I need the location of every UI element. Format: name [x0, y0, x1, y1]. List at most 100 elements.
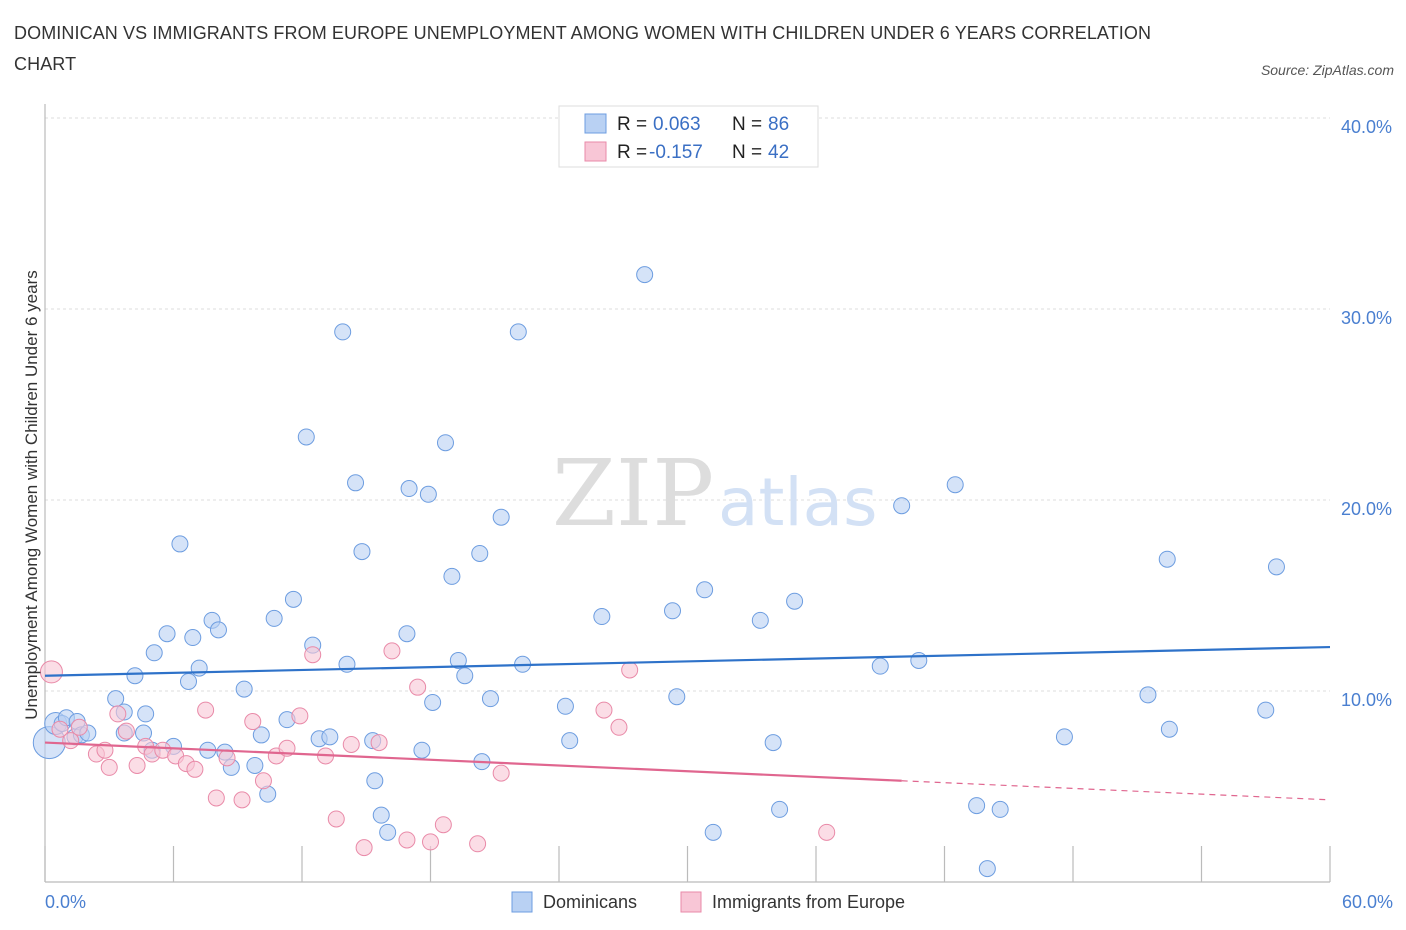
chart-title: DOMINICAN VS IMMIGRANTS FROM EUROPE UNEM… [14, 23, 1152, 74]
dominicans-point [321, 728, 339, 746]
legend-swatch-pink [584, 141, 607, 162]
dominicans-point [751, 611, 769, 629]
dominicans-point [449, 651, 467, 669]
x-tick-labels: 0.0% 60.0% [45, 892, 1393, 912]
dominicans-point [636, 266, 654, 284]
dominicans-point [235, 680, 253, 698]
bottom-legend-swatch-dominicans [511, 891, 533, 913]
dominicans-point [1267, 558, 1285, 576]
dominicans-point [158, 625, 176, 643]
dominicans-point [284, 590, 302, 608]
legend-r-label-2: R = [617, 142, 647, 163]
y-axis-label: Unemployment Among Women with Children U… [22, 270, 41, 719]
immigrants-point [233, 791, 251, 809]
dominicans-point [471, 544, 489, 562]
dominicans-point [366, 772, 384, 790]
legend-n-value-2: 42 [768, 142, 789, 163]
immigrants-point [383, 642, 401, 660]
dominicans-point [379, 823, 397, 841]
dominicans-point [991, 800, 1009, 818]
immigrants-point [117, 722, 135, 740]
dominicans-point [664, 602, 682, 620]
legend-swatch-blue [584, 113, 607, 134]
y-tick-label: 20.0% [1341, 499, 1392, 519]
dominicans-point [1160, 720, 1178, 738]
watermark: ZIP atlas [552, 440, 878, 547]
dominicans-point [246, 756, 264, 774]
dominicans-point [771, 800, 789, 818]
immigrants-point [342, 735, 360, 753]
dominicans-trend-line [44, 645, 1331, 677]
dominicans-point [509, 323, 527, 341]
x-tick-label: 60.0% [1342, 892, 1393, 912]
bottom-legend-label-immigrants: Immigrants from Europe [712, 892, 905, 912]
dominicans-point [145, 644, 163, 662]
dominicans-point [1257, 701, 1275, 719]
immigrants-point [818, 823, 836, 841]
dominicans-point [413, 741, 431, 759]
watermark-atlas: atlas [718, 464, 878, 541]
immigrants-point [434, 816, 452, 834]
immigrants-point [70, 718, 88, 736]
dominicans-point [184, 629, 202, 647]
immigrants-point [355, 839, 373, 857]
dominicans-point [946, 476, 964, 494]
dominicans-point [400, 480, 418, 498]
y-tick-label: 10.0% [1341, 690, 1392, 710]
dominicans-point [910, 651, 928, 669]
immigrants-point [254, 772, 272, 790]
dominicans-point [1139, 686, 1157, 704]
dominicans-point [492, 508, 510, 526]
immigrants-point [398, 831, 416, 849]
immigrants-point [39, 660, 63, 684]
immigrants-points [39, 642, 836, 857]
legend-n-label-1: N = [732, 114, 762, 135]
dominicans-point [978, 860, 996, 878]
legend-n-value-1: 86 [768, 114, 789, 135]
dominicans-point [372, 806, 390, 824]
dominicans-point [265, 609, 283, 627]
dominicans-point [297, 428, 315, 446]
y-tick-label: 40.0% [1341, 117, 1392, 137]
immigrants-point [422, 833, 439, 851]
immigrants-point [492, 764, 510, 782]
watermark-zip: ZIP [552, 440, 714, 547]
bottom-legend-label-dominicans: Dominicans [543, 892, 637, 912]
y-tick-label: 30.0% [1341, 308, 1392, 328]
immigrants-point [304, 646, 322, 664]
dominicans-point [334, 323, 352, 341]
immigrants-point [109, 705, 127, 723]
dominicans-point [209, 621, 227, 639]
trend-lines [44, 645, 1331, 801]
immigrants-point [370, 734, 388, 752]
series-legend: Dominicans Immigrants from Europe [511, 891, 905, 913]
immigrants-point [186, 760, 204, 778]
immigrants-point [197, 701, 215, 719]
immigrants-point [51, 720, 69, 738]
dominicans-point [353, 543, 371, 561]
dominicans-point [137, 705, 155, 723]
dominicans-point [668, 688, 686, 706]
dominicans-point [696, 581, 714, 599]
dominicans-point [871, 657, 889, 675]
dominicans-point [179, 672, 197, 690]
immigrants-point [207, 789, 225, 807]
dominicans-point [593, 608, 611, 626]
y-tick-labels: 10.0% 20.0% 30.0% 40.0% [1341, 117, 1392, 710]
source-label: Source: ZipAtlas.com [1260, 62, 1394, 78]
dominicans-point [561, 732, 579, 750]
x-tick-label: 0.0% [45, 892, 86, 912]
dominicans-point [398, 625, 416, 643]
dominicans-point [1055, 728, 1073, 746]
dominicans-point [126, 667, 144, 685]
immigrants-point [610, 718, 628, 736]
bottom-legend-swatch-immigrants [680, 891, 702, 913]
immigrants-trend-line [44, 741, 902, 782]
legend-r-value-1: 0.063 [653, 114, 701, 135]
dominicans-point [171, 535, 189, 553]
immigrants-point [327, 810, 345, 828]
immigrants-point [100, 758, 118, 776]
dominicans-point [419, 485, 437, 503]
dominicans-point [968, 797, 986, 815]
dominicans-point [556, 697, 574, 715]
